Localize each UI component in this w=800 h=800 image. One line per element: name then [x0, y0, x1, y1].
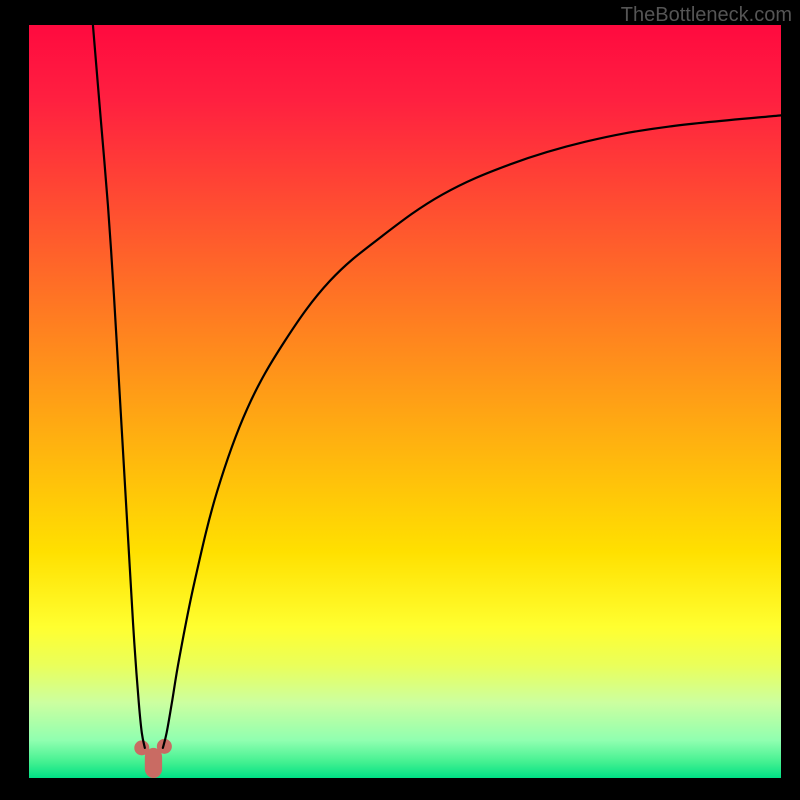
chart-frame: TheBottleneck.com [0, 0, 800, 800]
gradient-background [29, 25, 781, 778]
data-point-0 [134, 740, 149, 755]
plot-area [29, 25, 781, 778]
bottleneck-curve-chart [29, 25, 781, 778]
watermark-text: TheBottleneck.com [621, 4, 792, 27]
